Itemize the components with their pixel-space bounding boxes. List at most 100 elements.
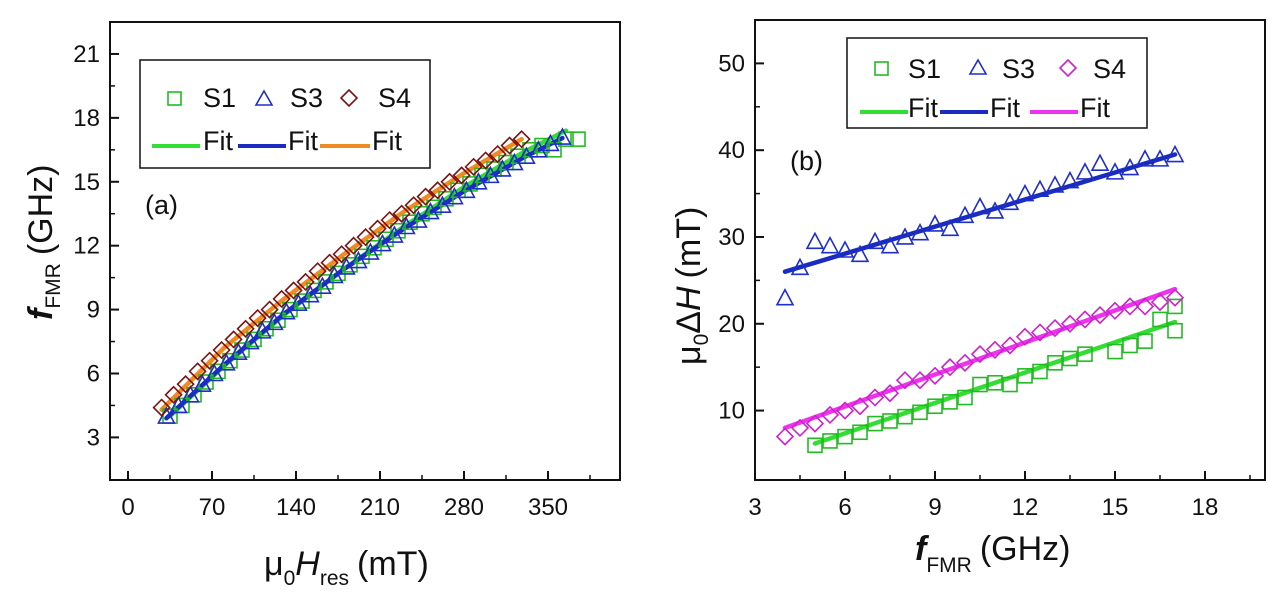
panel-a-point-s1 xyxy=(378,231,394,248)
legend-a-s3-marker xyxy=(254,89,274,106)
panel-b-ylabel-sub: 0 xyxy=(690,334,713,346)
panel-b-point-s3 xyxy=(790,257,810,276)
panel-b-xtick-label: 6 xyxy=(838,494,851,521)
panel-a-point-s4 xyxy=(212,340,231,360)
panel-a-point-s4 xyxy=(416,187,435,206)
panel-a-point-s3 xyxy=(313,276,332,294)
panel-a-point-s3 xyxy=(361,242,380,260)
panel-b-point-s4 xyxy=(850,397,870,416)
panel-b-ticks-group: 3 6 9 12 15 18 10 20 30 40 50 xyxy=(718,50,1251,521)
panel-b-point-s4 xyxy=(790,418,810,438)
legend-a-s1-marker xyxy=(167,91,182,106)
panel-a-point-s1 xyxy=(570,131,586,147)
panel-a-point-s4 xyxy=(404,196,423,215)
panel-b-point-s3 xyxy=(850,244,870,263)
panel-b-xlabel: fFMR (GHz) xyxy=(915,530,1070,577)
panel-a-point-s3 xyxy=(553,127,572,145)
panel-b-point-s3 xyxy=(970,196,990,215)
panel-a-point-s4 xyxy=(488,144,507,164)
panel-a-point-s4 xyxy=(284,281,303,300)
panel-b-point-s4 xyxy=(940,358,960,377)
panel-a-xlabel-prefix: μ xyxy=(264,545,284,583)
panel-a-point-s4 xyxy=(260,300,279,319)
panel-a-xtick-label: 70 xyxy=(199,494,226,521)
panel-b-point-s4 xyxy=(1120,297,1140,316)
panel-b-point-s3 xyxy=(1015,183,1035,202)
panel-a-xtick-label: 210 xyxy=(360,494,400,521)
panel-a-point-s4 xyxy=(308,262,327,281)
panel-a-point-s3 xyxy=(265,312,284,331)
legend-b-s1-label: S1 xyxy=(908,54,941,84)
legend-a-s3-label: S3 xyxy=(290,83,323,113)
legend-b-s3-marker xyxy=(968,58,988,75)
legend-a-s4-label: S4 xyxy=(378,83,411,113)
panel-b-xtick-label: 18 xyxy=(1192,494,1219,521)
legend-b-fit-s4-label: Fit xyxy=(1080,93,1110,123)
panel-a-point-s3 xyxy=(385,225,404,243)
panel-b-xtick-label: 15 xyxy=(1102,494,1129,521)
panel-a-xtick-label: 280 xyxy=(444,494,484,521)
panel-b-point-s4 xyxy=(865,388,885,407)
panel-a-series-group xyxy=(152,127,586,424)
panel-a-ytick-label: 12 xyxy=(73,233,100,260)
panel-a-point-s3 xyxy=(217,353,236,371)
panel-a-point-s3 xyxy=(241,331,260,350)
panel-b-point-s1 xyxy=(957,389,973,406)
panel-b-point-s4 xyxy=(1000,336,1020,355)
panel-a-ytick-label: 18 xyxy=(73,105,100,132)
panel-a-ytick-label: 3 xyxy=(87,424,100,451)
panel-b-label: (b) xyxy=(790,146,823,176)
panel-a-point-s3 xyxy=(373,233,392,252)
panel-a-point-s3 xyxy=(349,250,368,269)
panel-b-point-s3 xyxy=(895,227,915,245)
panel-b-point-s4 xyxy=(1075,310,1095,329)
panel-a-point-s4 xyxy=(392,204,411,223)
panel-a-point-s1 xyxy=(366,240,382,256)
panel-b-point-s1 xyxy=(942,394,958,410)
panel-a-point-s4 xyxy=(512,130,531,149)
panel-b-point-s3 xyxy=(1135,149,1155,167)
panel-b-ylabel: μ0ΔH (mT) xyxy=(670,207,713,365)
panel-a-point-s4 xyxy=(296,272,315,292)
panel-b-point-s3 xyxy=(805,231,825,250)
panel-b-point-s3 xyxy=(880,235,900,254)
panel-b-series-group xyxy=(775,144,1185,454)
panel-b-point-s1 xyxy=(1047,355,1063,371)
panel-b-point-s4 xyxy=(910,371,930,390)
panel-b-point-s4 xyxy=(1045,318,1065,338)
panel-a-ytick-label: 6 xyxy=(87,360,100,387)
panel-a-point-s1 xyxy=(354,248,370,265)
panel-a-point-s4 xyxy=(152,398,171,417)
panel-b-point-s3 xyxy=(955,205,975,224)
panel-b-point-s4 xyxy=(895,371,915,390)
panel-a-point-s4 xyxy=(164,385,183,404)
panel-a-xtick-label: 140 xyxy=(276,494,316,521)
panel-b-point-s1 xyxy=(837,428,853,445)
panel-a-point-s3 xyxy=(409,210,428,228)
panel-a-fit-line-1 xyxy=(167,128,569,419)
panel-b-point-s1 xyxy=(822,433,838,449)
panel-b-point-s1 xyxy=(927,398,943,415)
panel-a-point-s4 xyxy=(236,319,255,338)
panel-a-xlabel: μ0Hres (mT) xyxy=(264,545,429,590)
panel-a-point-s4 xyxy=(476,151,495,170)
panel-b-point-s1 xyxy=(852,424,868,441)
panel-a-point-s4 xyxy=(440,172,459,191)
panel-b-xtick-label: 3 xyxy=(748,494,761,521)
panel-b-point-s3 xyxy=(925,214,945,232)
panel-b-point-s1 xyxy=(1137,333,1153,349)
panel-b-point-s3 xyxy=(1120,157,1140,176)
panel-a-point-s4 xyxy=(320,253,339,272)
panel-a-point-s4 xyxy=(224,330,243,349)
panel-a-ticks-group: 0 70 140 210 280 350 3 6 9 12 15 18 21 xyxy=(73,41,591,521)
panel-a-point-s1 xyxy=(426,199,442,216)
panel-b-point-s3 xyxy=(1060,170,1080,189)
panel-b-xlabel-sub: FMR xyxy=(926,554,972,577)
panel-b-point-s3 xyxy=(940,218,960,237)
panel-b-point-s1 xyxy=(1062,350,1078,367)
panel-a-ylabel-sub: FMR xyxy=(42,263,65,309)
panel-a-point-s4 xyxy=(200,351,219,370)
panel-a-point-s4 xyxy=(380,210,399,230)
panel-b-point-s3 xyxy=(1000,192,1020,211)
panel-b-point-s1 xyxy=(1167,322,1183,339)
